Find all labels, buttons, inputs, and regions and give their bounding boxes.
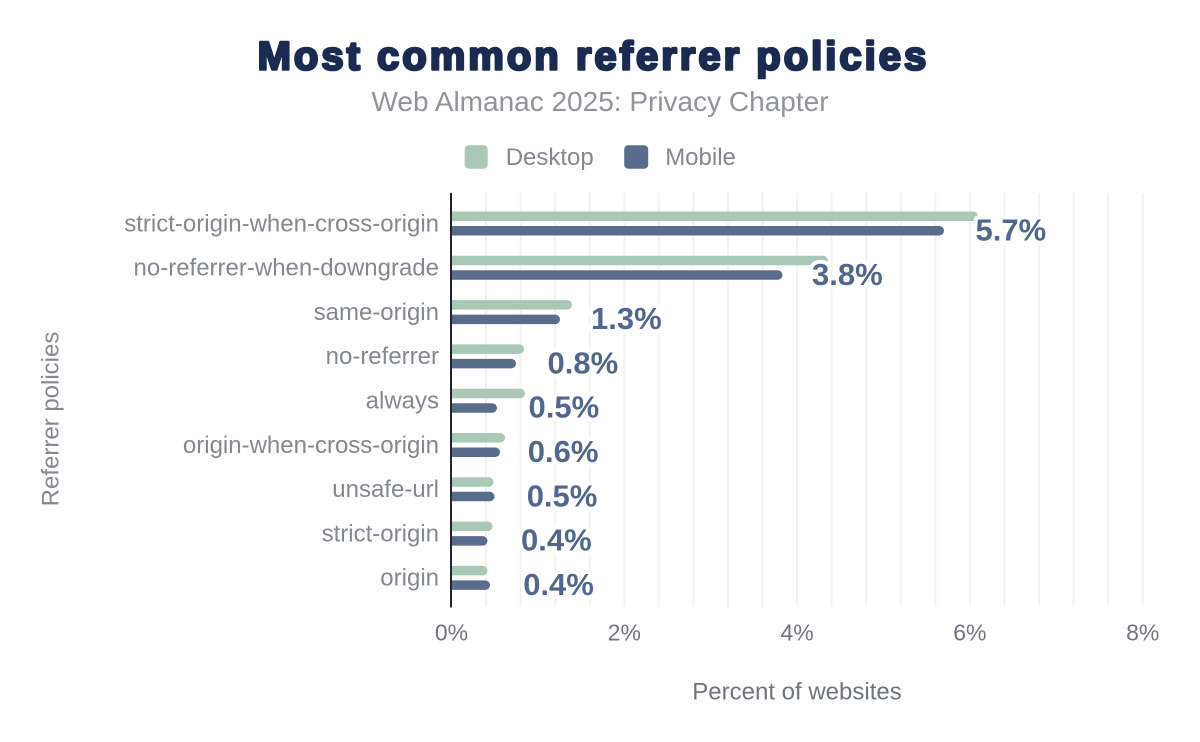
svg-text:no-referrer-when-downgrade: no-referrer-when-downgrade bbox=[134, 255, 439, 282]
svg-text:unsafe-url: unsafe-url bbox=[332, 476, 439, 503]
svg-text:4%: 4% bbox=[780, 620, 813, 646]
svg-text:0.6%: 0.6% bbox=[528, 434, 599, 469]
svg-text:Web Almanac 2025: Privacy Chap: Web Almanac 2025: Privacy Chapter bbox=[371, 86, 828, 117]
svg-text:0.5%: 0.5% bbox=[527, 478, 598, 513]
svg-text:8%: 8% bbox=[1126, 620, 1159, 646]
svg-text:no-referrer: no-referrer bbox=[326, 343, 439, 370]
svg-text:Referrer policies: Referrer policies bbox=[38, 332, 65, 507]
svg-text:2%: 2% bbox=[608, 620, 641, 646]
svg-text:0.4%: 0.4% bbox=[523, 567, 594, 602]
svg-text:same-origin: same-origin bbox=[314, 299, 439, 326]
svg-text:origin: origin bbox=[380, 565, 439, 592]
svg-text:Percent of websites: Percent of websites bbox=[692, 679, 901, 706]
svg-text:5.7%: 5.7% bbox=[976, 213, 1047, 248]
svg-text:Most common referrer policies: Most common referrer policies bbox=[258, 34, 930, 78]
svg-text:1.3%: 1.3% bbox=[591, 301, 662, 336]
svg-text:Mobile: Mobile bbox=[665, 144, 736, 171]
svg-text:0.5%: 0.5% bbox=[529, 390, 600, 425]
svg-text:strict-origin: strict-origin bbox=[322, 520, 439, 547]
svg-text:0.4%: 0.4% bbox=[521, 523, 592, 558]
svg-text:strict-origin-when-cross-origi: strict-origin-when-cross-origin bbox=[124, 210, 439, 237]
svg-text:0.8%: 0.8% bbox=[548, 345, 619, 380]
svg-text:3.8%: 3.8% bbox=[812, 257, 883, 292]
svg-text:0%: 0% bbox=[435, 620, 468, 646]
svg-text:6%: 6% bbox=[953, 620, 986, 646]
svg-text:origin-when-cross-origin: origin-when-cross-origin bbox=[183, 432, 439, 459]
svg-text:Desktop: Desktop bbox=[506, 144, 594, 171]
svg-text:always: always bbox=[366, 388, 439, 415]
